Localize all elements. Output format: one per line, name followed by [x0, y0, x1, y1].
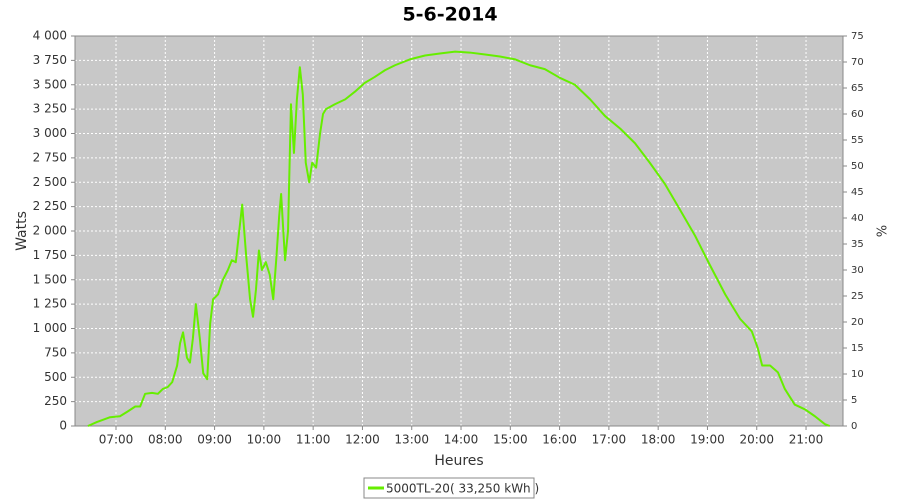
- y2-tick-label: 50: [851, 161, 864, 172]
- x-tick-label: 11:00: [296, 433, 331, 447]
- y2-tick-label: 35: [851, 239, 864, 250]
- plot-border: [74, 35, 844, 427]
- x-tick-label: 14:00: [444, 433, 479, 447]
- y-tick-label: 750: [44, 345, 67, 359]
- y-tick-label: 250: [44, 394, 67, 408]
- x-axis-label: Heures: [434, 453, 483, 469]
- y2-tick-label: 20: [851, 317, 864, 328]
- x-tick-label: 08:00: [148, 433, 183, 447]
- x-tick-label: 09:00: [197, 433, 232, 447]
- y2-tick-label: 10: [851, 369, 864, 380]
- y2-tick-label: 60: [851, 109, 864, 120]
- y-tick-label: 2 000: [33, 224, 67, 238]
- x-tick-label: 10:00: [247, 433, 282, 447]
- y2-tick-label: 25: [851, 291, 864, 302]
- y2-tick-label: 75: [851, 31, 864, 42]
- y-tick-label: 3 250: [33, 102, 67, 116]
- y-tick-label: 4 000: [33, 29, 67, 43]
- y2-tick-label: 40: [851, 213, 864, 224]
- x-tick-label: 17:00: [592, 433, 627, 447]
- y-tick-label: 2 250: [33, 199, 67, 213]
- y2-axis-label: %: [873, 225, 888, 237]
- line: [87, 50, 831, 427]
- x-tick-label: 18:00: [641, 433, 676, 447]
- y-tick-label: 3 750: [33, 53, 67, 67]
- legend-label: 5000TL-20( 33,250 kWh ): [386, 482, 539, 496]
- y2-tick-label: 5: [851, 395, 857, 406]
- y-tick-label: 2 500: [33, 175, 67, 189]
- y2-tick-label: 70: [851, 57, 864, 68]
- y-tick-label: 1 250: [33, 297, 67, 311]
- x-tick-label: 13:00: [394, 433, 429, 447]
- y-axis-label: Watts: [14, 211, 30, 251]
- y2-tick-label: 15: [851, 343, 864, 354]
- x-tick-label: 20:00: [739, 433, 774, 447]
- legend: [363, 477, 535, 499]
- x-tick-label: 15:00: [493, 433, 528, 447]
- chart-title: 5-6-2014: [402, 4, 497, 26]
- y-tick-label: 1 000: [33, 321, 67, 335]
- y2-tick-label: 55: [851, 135, 864, 146]
- x-tick-label: 16:00: [542, 433, 577, 447]
- x-tick-label: 19:00: [690, 433, 725, 447]
- y-tick-label: 0: [59, 419, 67, 433]
- y2-tick-label: 45: [851, 187, 864, 198]
- y2-tick-label: 65: [851, 83, 864, 94]
- y-tick-label: 3 500: [33, 77, 67, 91]
- y2-tick-label: 30: [851, 265, 864, 276]
- x-tick-label: 07:00: [99, 433, 134, 447]
- y-tick-label: 1 500: [33, 272, 67, 286]
- y-tick-label: 2 750: [33, 150, 67, 164]
- y2-tick-label: 0: [851, 421, 857, 432]
- y-tick-label: 3 000: [33, 126, 67, 140]
- y-tick-label: 1 750: [33, 248, 67, 262]
- y-tick-label: 500: [44, 370, 67, 384]
- x-tick-label: 12:00: [345, 433, 380, 447]
- x-tick-label: 21:00: [789, 433, 824, 447]
